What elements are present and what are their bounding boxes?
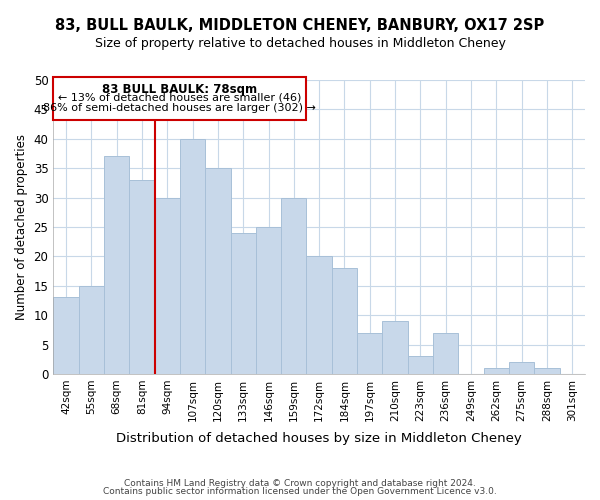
Text: 86% of semi-detached houses are larger (302) →: 86% of semi-detached houses are larger (…: [43, 103, 316, 113]
Y-axis label: Number of detached properties: Number of detached properties: [15, 134, 28, 320]
Bar: [357, 333, 382, 374]
Bar: [535, 368, 560, 374]
Text: ← 13% of detached houses are smaller (46): ← 13% of detached houses are smaller (46…: [58, 93, 302, 103]
Bar: [104, 156, 129, 374]
Bar: [180, 139, 205, 374]
Bar: [382, 321, 408, 374]
Bar: [408, 356, 433, 374]
Bar: [230, 233, 256, 374]
Text: 83, BULL BAULK, MIDDLETON CHENEY, BANBURY, OX17 2SP: 83, BULL BAULK, MIDDLETON CHENEY, BANBUR…: [55, 18, 545, 32]
Bar: [332, 268, 357, 374]
Text: Contains HM Land Registry data © Crown copyright and database right 2024.: Contains HM Land Registry data © Crown c…: [124, 478, 476, 488]
Bar: [53, 298, 79, 374]
Bar: [484, 368, 509, 374]
Text: Contains public sector information licensed under the Open Government Licence v3: Contains public sector information licen…: [103, 487, 497, 496]
FancyBboxPatch shape: [53, 77, 307, 120]
Bar: [205, 168, 230, 374]
Bar: [281, 198, 307, 374]
Bar: [509, 362, 535, 374]
Text: 83 BULL BAULK: 78sqm: 83 BULL BAULK: 78sqm: [103, 83, 257, 96]
Bar: [307, 256, 332, 374]
Bar: [79, 286, 104, 374]
Bar: [155, 198, 180, 374]
Text: Size of property relative to detached houses in Middleton Cheney: Size of property relative to detached ho…: [95, 38, 505, 51]
X-axis label: Distribution of detached houses by size in Middleton Cheney: Distribution of detached houses by size …: [116, 432, 522, 445]
Bar: [129, 180, 155, 374]
Bar: [256, 227, 281, 374]
Bar: [433, 333, 458, 374]
